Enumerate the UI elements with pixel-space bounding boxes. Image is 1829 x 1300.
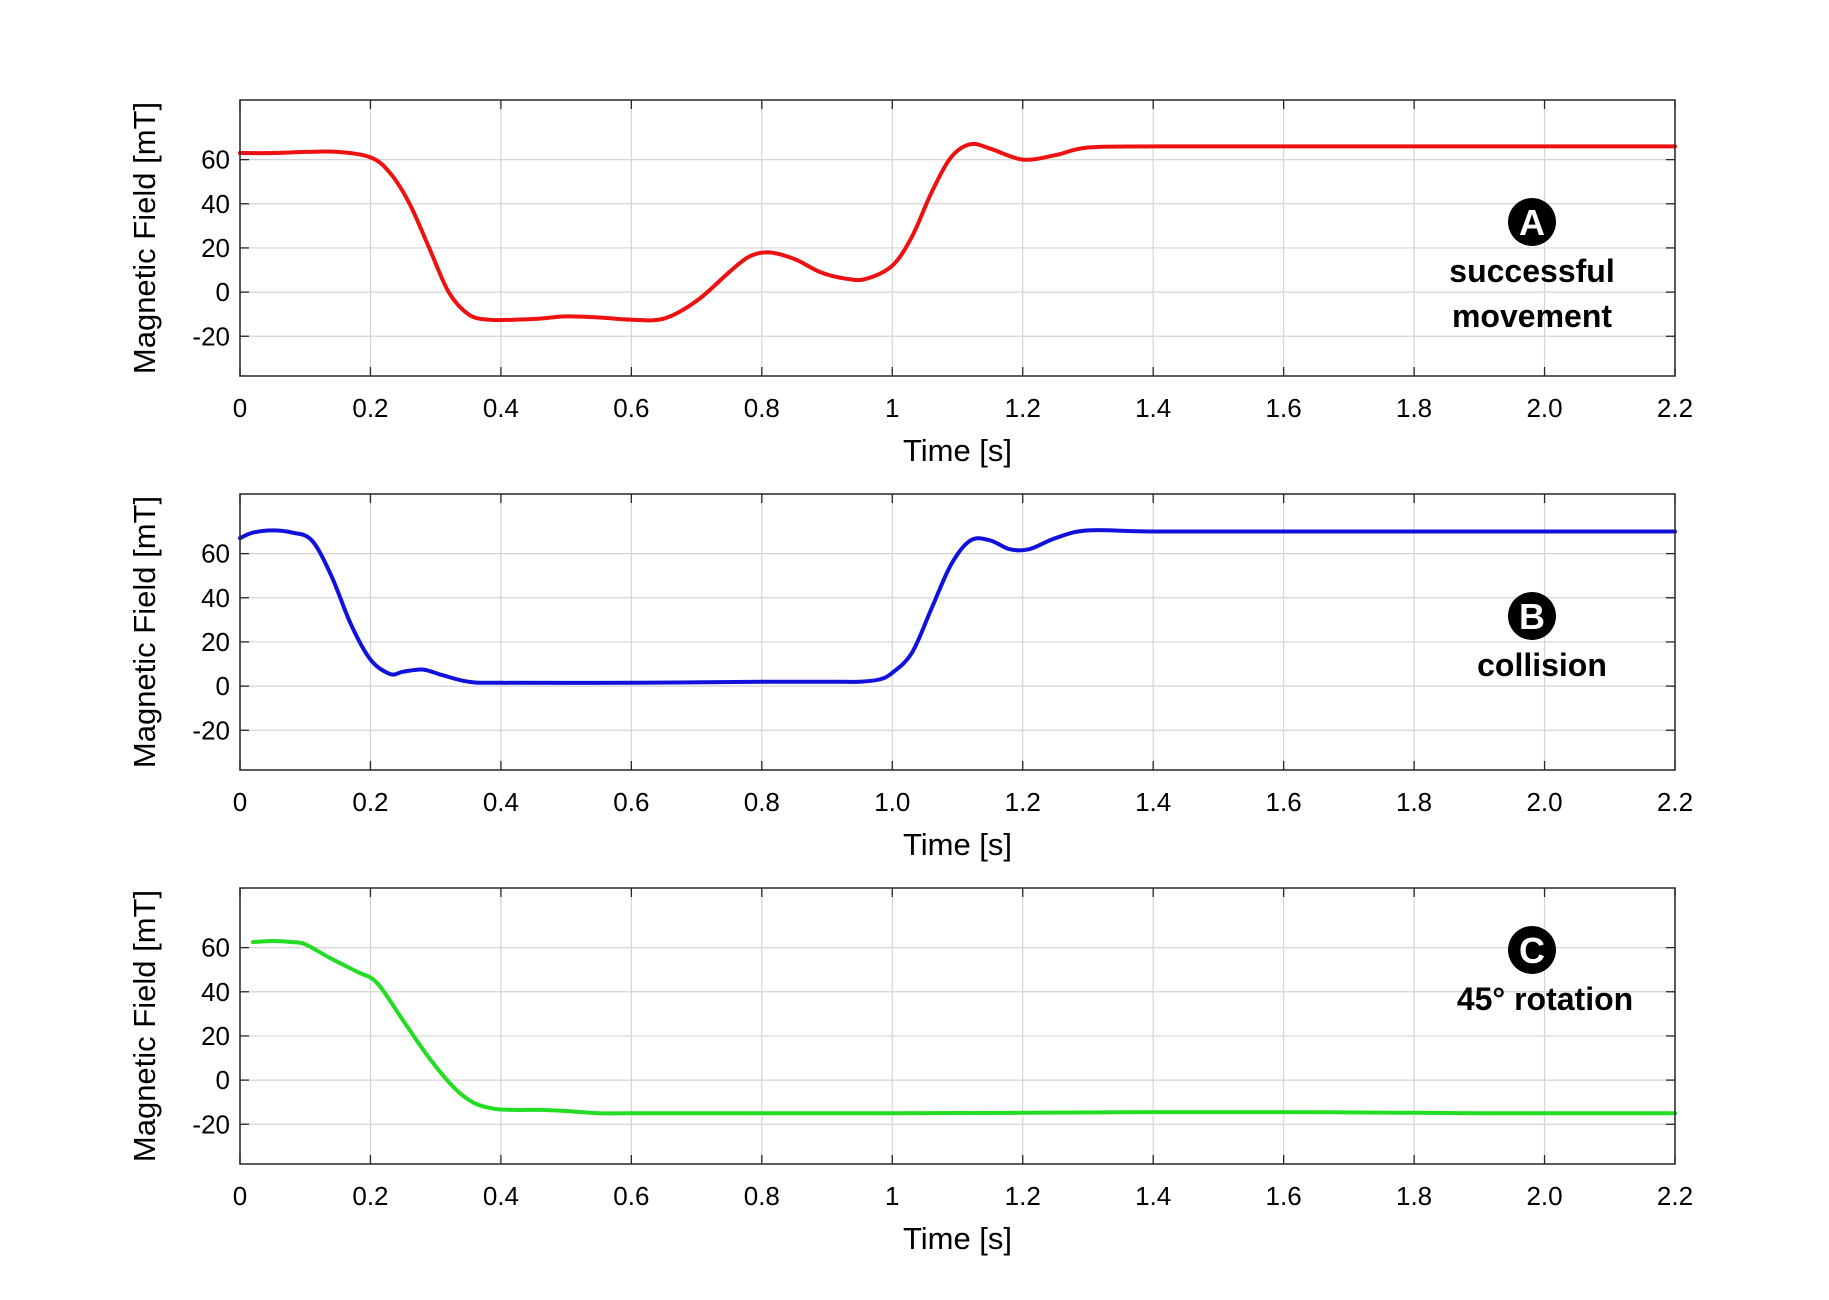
- x-tick-label: 1: [885, 1181, 899, 1211]
- panel-annotation: collision: [1477, 647, 1607, 683]
- panel-badge-letter: A: [1519, 202, 1545, 243]
- x-tick-label: 0.8: [744, 1181, 780, 1211]
- x-tick-label: 0: [233, 1181, 247, 1211]
- y-tick-label: 40: [201, 189, 230, 219]
- x-tick-label: 0.6: [613, 1181, 649, 1211]
- panel-badge: [1508, 198, 1556, 246]
- x-tick-label: 0.4: [483, 393, 519, 423]
- x-tick-label: 1: [885, 393, 899, 423]
- panel-annotation: successful: [1449, 253, 1614, 289]
- series-line: [251, 939, 1677, 1116]
- panel-annotation: movement: [1452, 298, 1612, 334]
- x-tick-label: 0: [233, 787, 247, 817]
- x-tick-label: 0.6: [613, 393, 649, 423]
- x-axis-label: Time [s]: [903, 827, 1012, 862]
- x-tick-label: 1.6: [1266, 393, 1302, 423]
- x-tick-label: 2.0: [1526, 1181, 1562, 1211]
- x-axis-label: Time [s]: [903, 1221, 1012, 1256]
- x-tick-label: 0.6: [613, 787, 649, 817]
- y-tick-label: -20: [192, 1109, 230, 1139]
- x-tick-label: 2.0: [1526, 787, 1562, 817]
- x-tick-label: 1.2: [1005, 1181, 1041, 1211]
- y-tick-label: 0: [216, 671, 230, 701]
- x-tick-label: 1.0: [874, 787, 910, 817]
- y-tick-label: 40: [201, 583, 230, 613]
- panel-a: 0 0.2 0.4 0.6 0.8 1 1.2 1.4 1.6 1.8 2.0 2.2 -20 0 20 40…: [127, 99, 1693, 468]
- x-tick-label: 1.8: [1396, 787, 1432, 817]
- x-tick-label: 2.2: [1657, 393, 1693, 423]
- y-axis-label: Magnetic Field [mT]: [127, 890, 162, 1162]
- panel-badge: [1508, 592, 1556, 640]
- y-axis-label: Magnetic Field [mT]: [127, 102, 162, 374]
- x-tick-label: 0.8: [744, 393, 780, 423]
- panel-annotation: 45° rotation: [1457, 981, 1633, 1017]
- x-tick-label: 0.4: [483, 1181, 519, 1211]
- x-tick-label: 1.6: [1266, 1181, 1302, 1211]
- axes-box: [239, 99, 1676, 377]
- x-tick-label: 2.2: [1657, 787, 1693, 817]
- x-tick-label: 1.4: [1135, 1181, 1171, 1211]
- x-tick-label: 0.8: [744, 787, 780, 817]
- y-tick-label: 0: [216, 1065, 230, 1095]
- x-tick-label: 1.8: [1396, 393, 1432, 423]
- x-tick-label: 1.2: [1005, 787, 1041, 817]
- axes-box: [239, 493, 1676, 771]
- x-tick-label: 0.2: [352, 1181, 388, 1211]
- y-tick-label: 60: [201, 145, 230, 175]
- panel-c: 0 0.2 0.4 0.6 0.8 1 1.2 1.4 1.6 1.8 2.0 2.2 -20 0 20 40…: [127, 887, 1693, 1256]
- plot-area: [240, 888, 1675, 1164]
- x-tick-label: 1.4: [1135, 787, 1171, 817]
- y-tick-label: -20: [192, 321, 230, 351]
- y-tick-label: 20: [201, 627, 230, 657]
- y-tick-label: 60: [201, 539, 230, 569]
- x-tick-label: 0: [233, 393, 247, 423]
- panel-b: 0 0.2 0.4 0.6 0.8 1.0 1.2 1.4 1.6 1.8 2.0 2.2 -20 0 20…: [127, 493, 1693, 862]
- x-tick-label: 1.4: [1135, 393, 1171, 423]
- y-axis-label: Magnetic Field [mT]: [127, 496, 162, 768]
- x-tick-label: 0.4: [483, 787, 519, 817]
- y-tick-label: 60: [201, 933, 230, 963]
- x-tick-label: 1.2: [1005, 393, 1041, 423]
- series-line: [238, 528, 1677, 685]
- x-tick-label: 2.0: [1526, 393, 1562, 423]
- x-tick-label: 1.8: [1396, 1181, 1432, 1211]
- axes-box: [239, 887, 1676, 1165]
- panel-badge-letter: B: [1519, 596, 1545, 637]
- y-tick-label: 20: [201, 1021, 230, 1051]
- x-tick-label: 1.6: [1266, 787, 1302, 817]
- y-tick-label: -20: [192, 715, 230, 745]
- series-line: [238, 141, 1677, 323]
- y-tick-label: 0: [216, 277, 230, 307]
- x-tick-label: 2.2: [1657, 1181, 1693, 1211]
- plot-area: [240, 100, 1675, 376]
- y-tick-label: 40: [201, 977, 230, 1007]
- x-tick-label: 0.2: [352, 393, 388, 423]
- panel-badge: [1508, 926, 1556, 974]
- x-tick-label: 0.2: [352, 787, 388, 817]
- plot-area: [240, 494, 1675, 770]
- y-tick-label: 20: [201, 233, 230, 263]
- x-axis-label: Time [s]: [903, 433, 1012, 468]
- panel-badge-letter: C: [1519, 930, 1545, 971]
